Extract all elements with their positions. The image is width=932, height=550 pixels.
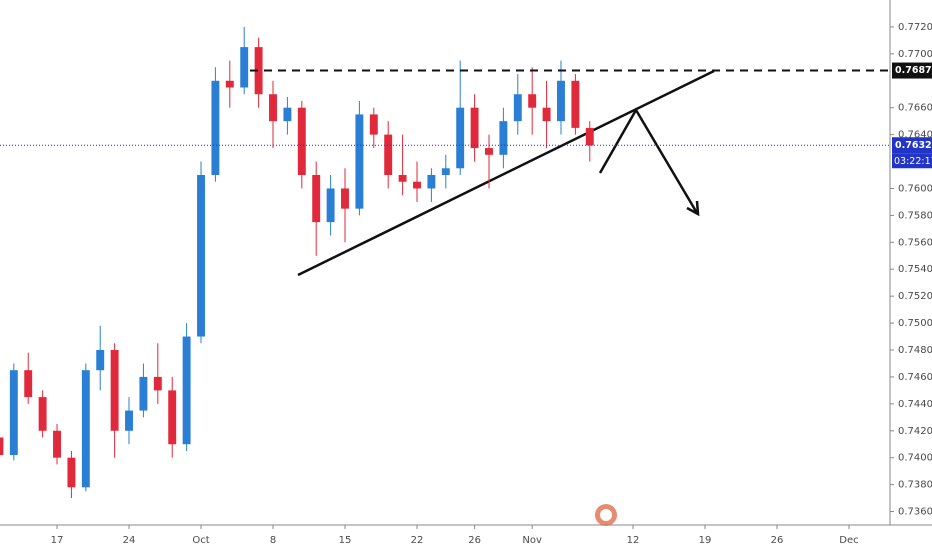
candle-body xyxy=(441,168,450,175)
candle-body xyxy=(456,107,465,169)
candle-body xyxy=(81,370,90,488)
last-price-label: 0.76321 xyxy=(895,140,932,151)
candle-body xyxy=(0,437,4,455)
candle-body xyxy=(9,370,18,455)
candle-body xyxy=(153,376,162,391)
last-price-box xyxy=(892,137,932,154)
x-tick-label: 19 xyxy=(699,535,712,546)
candle-body xyxy=(499,121,508,155)
candle-body xyxy=(197,175,205,337)
candle-body xyxy=(557,80,565,122)
candle-body xyxy=(369,114,378,135)
candle-body xyxy=(528,94,537,108)
candle-body xyxy=(326,188,335,223)
countdown-box xyxy=(892,153,932,169)
candle-body xyxy=(513,94,522,122)
candle-body xyxy=(571,80,580,128)
countdown: 03:22:17 xyxy=(894,156,932,167)
candle-body xyxy=(254,47,263,95)
candle-body xyxy=(38,397,47,431)
candle-body xyxy=(168,390,177,445)
candle-body xyxy=(24,370,33,398)
drawings xyxy=(297,69,715,277)
arrow-head xyxy=(686,200,700,217)
candle-body xyxy=(384,134,393,175)
candle-body xyxy=(211,80,220,175)
y-tick-label: 0.73600 xyxy=(898,507,932,518)
candle-body xyxy=(413,181,421,189)
level-label: 0.76876 xyxy=(895,65,932,76)
x-tick-label: 26 xyxy=(771,535,784,546)
level-label-box xyxy=(892,62,932,79)
x-tick-label: 24 xyxy=(123,535,136,546)
candle-body xyxy=(485,148,493,155)
candle-body xyxy=(139,376,148,411)
candle-body xyxy=(427,175,436,189)
x-tick-label: Nov xyxy=(522,535,542,546)
x-tick-label: 12 xyxy=(627,535,640,546)
candle-body xyxy=(283,107,292,122)
x-tick-label: 17 xyxy=(51,535,64,546)
x-tick-label: 26 xyxy=(468,535,481,546)
x-tick-label: Oct xyxy=(192,535,209,546)
trendline xyxy=(297,69,715,277)
candle-body xyxy=(125,410,133,431)
watermark xyxy=(595,504,617,526)
candle-body xyxy=(240,47,249,88)
watermark-logo-inner xyxy=(600,509,612,521)
x-tick-label: Dec xyxy=(839,535,858,546)
projection-path xyxy=(598,107,699,214)
candle-body xyxy=(398,175,407,182)
candle-body xyxy=(585,127,594,146)
candle-body xyxy=(297,107,306,175)
candle-body xyxy=(542,107,551,122)
x-tick-label: 15 xyxy=(339,535,352,546)
candle-body xyxy=(341,188,349,209)
candle-body xyxy=(470,107,479,149)
candle-body xyxy=(67,457,76,488)
candle-body xyxy=(96,350,105,371)
candle-body xyxy=(312,175,321,223)
candle-body xyxy=(53,430,61,458)
x-tick-label: 8 xyxy=(270,535,276,546)
candle-body xyxy=(225,80,234,88)
candle-body xyxy=(269,94,277,122)
candle-body xyxy=(110,350,119,431)
candle-body xyxy=(355,114,364,209)
x-tick-label: 22 xyxy=(411,535,424,546)
candle-body xyxy=(182,336,191,445)
